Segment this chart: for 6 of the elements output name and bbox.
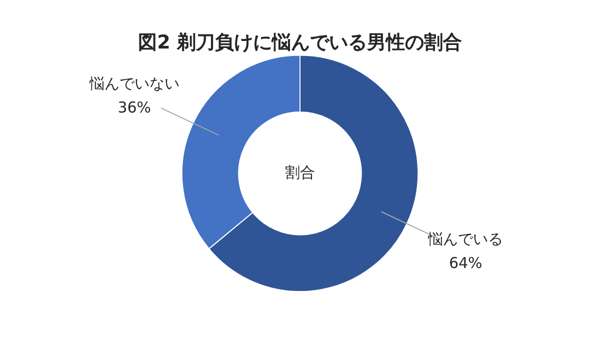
slice-label: 悩んでいる <box>427 230 504 248</box>
data-label: 36% <box>118 98 152 116</box>
text: 割合 <box>285 163 315 182</box>
chart-title: 図2 剃刀負けに悩んでいる男性の割合 <box>138 31 462 54</box>
slice-label: 悩んでいない <box>88 74 180 92</box>
data-label: 64% <box>448 254 482 272</box>
